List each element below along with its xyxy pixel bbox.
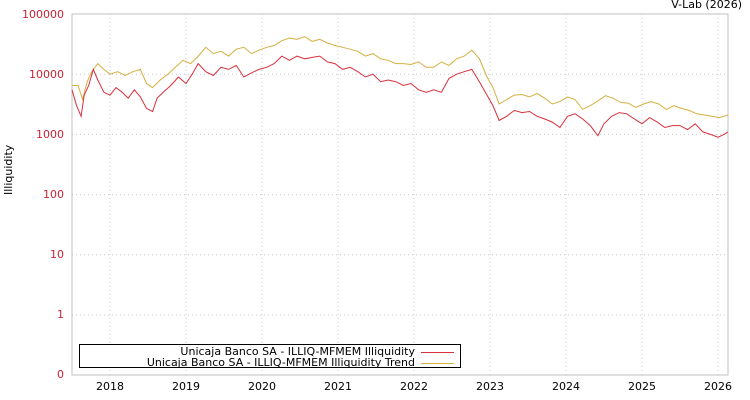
x-tick: 2019 [172, 380, 200, 393]
x-tick: 2022 [400, 380, 428, 393]
legend-swatch-gold [421, 362, 454, 364]
chart-legend: Unicaja Banco SA - ILLIQ-MFMEM Illiquidi… [79, 344, 461, 369]
y-tick: 10000 [29, 68, 64, 81]
y-tick: 0 [57, 368, 64, 381]
x-tick: 2020 [248, 380, 276, 393]
illiquidity-trend-line [72, 36, 729, 119]
legend-label: Unicaja Banco SA - ILLIQ-MFMEM Illiquidi… [146, 356, 415, 369]
legend-item-illiquidity: Unicaja Banco SA - ILLIQ-MFMEM Illiquidi… [180, 346, 454, 358]
y-tick: 100 [43, 188, 64, 201]
x-tick: 2025 [628, 380, 656, 393]
y-tick: 1 [57, 308, 64, 321]
x-tick: 2021 [324, 380, 352, 393]
x-tick: 2024 [552, 380, 580, 393]
legend-label: Unicaja Banco SA - ILLIQ-MFMEM Illiquidi… [180, 345, 415, 358]
grid-lines [72, 13, 728, 375]
x-tick: 2018 [96, 380, 124, 393]
legend-item-illiquidity-trend: Unicaja Banco SA - ILLIQ-MFMEM Illiquidi… [147, 357, 454, 369]
source-credit: V-Lab (2026) [671, 0, 742, 11]
legend-swatch-red [421, 351, 454, 353]
illiquidity-line [71, 55, 729, 138]
y-tick: 1000 [36, 128, 64, 141]
y-tick: 10 [50, 248, 64, 261]
y-tick: 100000 [22, 8, 64, 21]
x-tick: 2023 [476, 380, 504, 393]
y-axis-label: Illiquidity [2, 144, 15, 195]
plot-frame [71, 13, 729, 376]
x-tick: 2026 [704, 380, 732, 393]
